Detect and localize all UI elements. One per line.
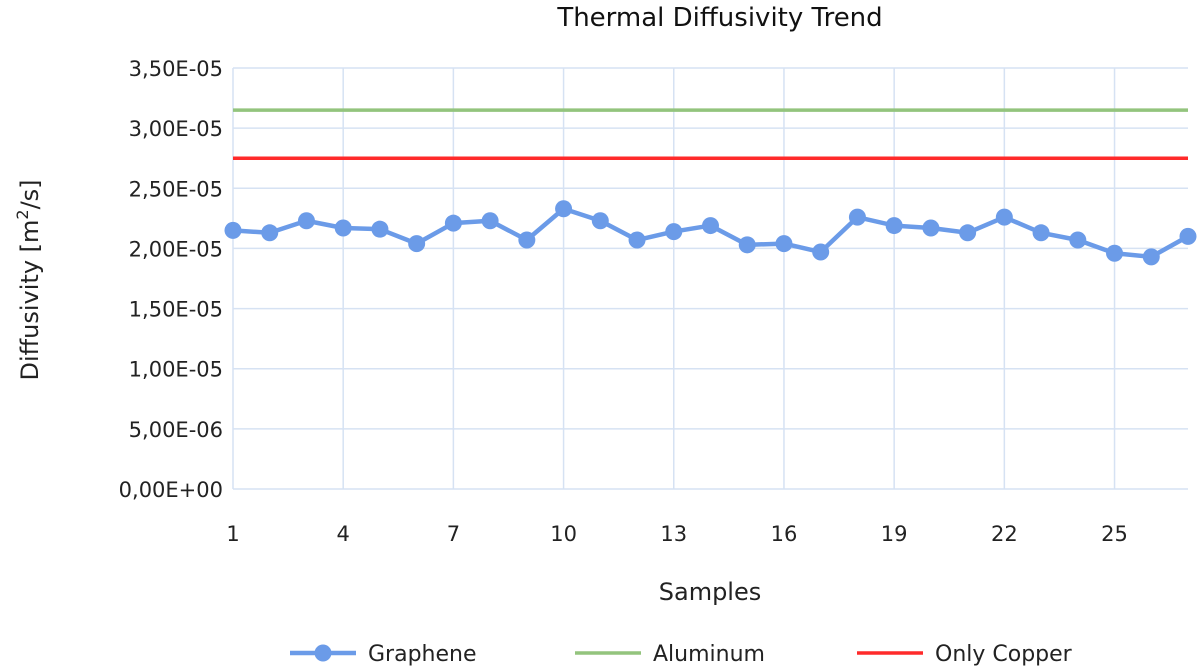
data-point-graphene (959, 224, 977, 242)
legend: Graphene Aluminum Only Copper (290, 642, 1073, 667)
y-axis-ticks: 0,00E+00 5,00E-06 1,00E-05 1,50E-05 2,00E-05… (119, 57, 223, 502)
x-axis-title: Samples (659, 578, 762, 606)
x-tick-label: 19 (881, 522, 908, 546)
data-point-graphene (481, 212, 499, 230)
y-tick-label: 1,50E-05 (129, 298, 223, 322)
y-tick-label: 3,00E-05 (129, 117, 223, 141)
x-axis-ticks: 1 4 7 10 13 16 19 22 25 (226, 522, 1128, 546)
gridlines (232, 67, 1188, 490)
data-point-graphene (628, 231, 646, 249)
y-tick-label: 2,50E-05 (129, 177, 223, 201)
x-tick-label: 4 (337, 522, 350, 546)
chart-title: Thermal Diffusivity Trend (556, 3, 882, 33)
data-point-graphene (1032, 224, 1050, 242)
legend-label-aluminum: Aluminum (653, 642, 765, 667)
y-tick-label: 5,00E-06 (129, 418, 223, 442)
data-point-graphene (224, 221, 242, 239)
legend-label-graphene: Graphene (368, 642, 477, 667)
data-point-graphene (922, 219, 940, 237)
data-point-graphene (408, 235, 426, 253)
data-point-graphene (591, 212, 609, 230)
data-point-graphene (1106, 244, 1124, 262)
data-point-graphene (885, 217, 903, 235)
y-tick-label: 2,00E-05 (129, 237, 223, 261)
data-point-graphene (1069, 231, 1087, 249)
y-axis-title-unit: /s] (16, 179, 44, 209)
data-point-graphene (848, 208, 866, 226)
y-axis-title: Diffusivity [m2/s] (13, 179, 44, 380)
data-point-graphene (444, 214, 462, 232)
data-point-graphene (334, 219, 352, 237)
data-point-graphene (261, 224, 279, 242)
data-point-graphene (665, 223, 683, 241)
legend-item-graphene: Graphene (290, 642, 477, 667)
data-point-graphene (518, 231, 536, 249)
legend-item-only-copper: Only Copper (857, 642, 1073, 667)
data-point-graphene (371, 220, 389, 238)
y-tick-label: 1,00E-05 (129, 358, 223, 382)
x-tick-label: 22 (991, 522, 1018, 546)
y-tick-label: 0,00E+00 (119, 478, 223, 502)
data-point-graphene (995, 208, 1013, 226)
data-point-graphene (555, 200, 573, 218)
legend-item-aluminum: Aluminum (575, 642, 765, 667)
y-tick-label: 3,50E-05 (129, 57, 223, 81)
y-axis-title-main: Diffusivity [m (16, 220, 44, 381)
data-point-graphene (812, 243, 830, 261)
x-tick-label: 13 (660, 522, 687, 546)
data-point-graphene (297, 212, 315, 230)
data-point-graphene (702, 217, 719, 235)
x-tick-label: 25 (1101, 522, 1128, 546)
x-tick-label: 1 (226, 522, 239, 546)
data-point-graphene (1179, 227, 1197, 245)
x-tick-label: 7 (447, 522, 460, 546)
data-point-graphene (775, 235, 793, 253)
legend-marker-graphene (314, 644, 332, 662)
x-tick-label: 10 (550, 522, 577, 546)
data-point-graphene (1142, 248, 1160, 266)
data-point-graphene (738, 236, 756, 254)
x-tick-label: 16 (771, 522, 798, 546)
legend-label-only-copper: Only Copper (935, 642, 1073, 667)
series-layer (224, 108, 1197, 266)
y-axis-title-superscript: 2 (13, 209, 32, 219)
